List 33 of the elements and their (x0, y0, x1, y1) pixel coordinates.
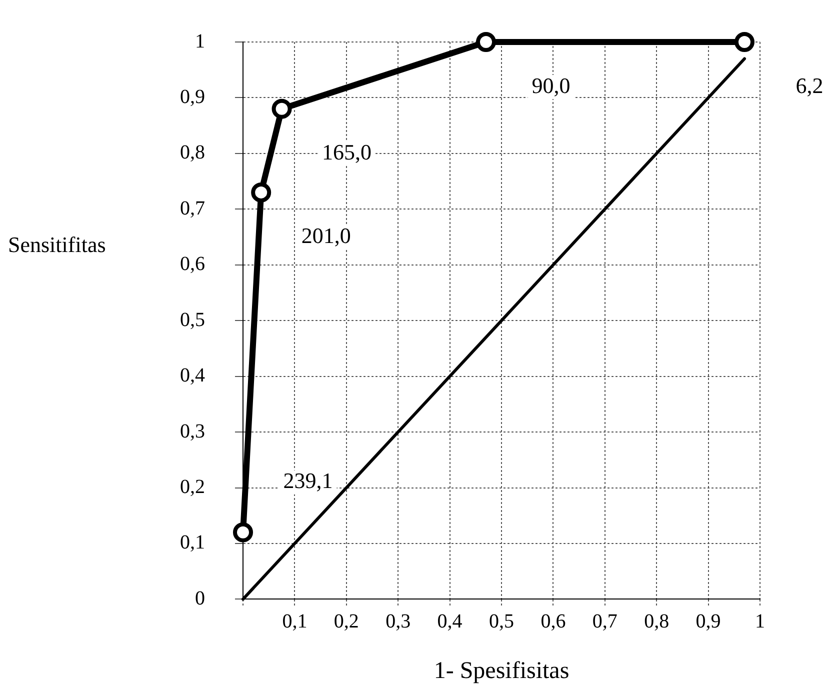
point (233, 522, 253, 542)
point (251, 182, 272, 202)
annotation: 90,0 (532, 72, 570, 98)
x-tick-label: 0,9 (696, 610, 721, 632)
x-axis-title: 1- Spesifisitas (434, 658, 570, 684)
y-tick-label: 0,1 (180, 532, 205, 554)
annotation: 201,0 (301, 223, 351, 248)
x-tick-label: 0,1 (282, 610, 308, 632)
y-tick-label: 0,9 (180, 86, 205, 108)
y-tick-label: 0,2 (180, 476, 205, 498)
point (476, 32, 496, 52)
x-tick-label: 0,7 (592, 610, 618, 632)
annotation: 239,1 (283, 468, 333, 494)
point (272, 98, 292, 119)
x-tick-label: 1 (755, 610, 765, 632)
y-tick-label: 1 (195, 30, 205, 52)
y-tick-label: 0,5 (180, 308, 205, 331)
y-tick-label: 0,7 (180, 197, 205, 220)
x-tick-label: 0,3 (386, 610, 411, 632)
annotation: 165,0 (322, 140, 372, 165)
y-tick-label: 0,3 (180, 420, 205, 442)
x-tick-label: 0,5 (489, 610, 514, 632)
y-axis-title: Sensitifitas (8, 232, 106, 258)
y-tick-label: 0,4 (180, 364, 205, 387)
x-tick-label: 0,4 (437, 610, 462, 632)
y-tick-label: 0 (195, 587, 205, 610)
y-tick-label: 0,8 (180, 142, 205, 164)
x-tick-label: 0,2 (334, 610, 359, 632)
x-tick-label: 0,6 (540, 610, 566, 632)
point (734, 32, 754, 52)
x-tick-label: 0,8 (644, 610, 670, 632)
y-tick-label: 0,6 (180, 253, 205, 276)
annotation: 6,2 (796, 72, 824, 98)
